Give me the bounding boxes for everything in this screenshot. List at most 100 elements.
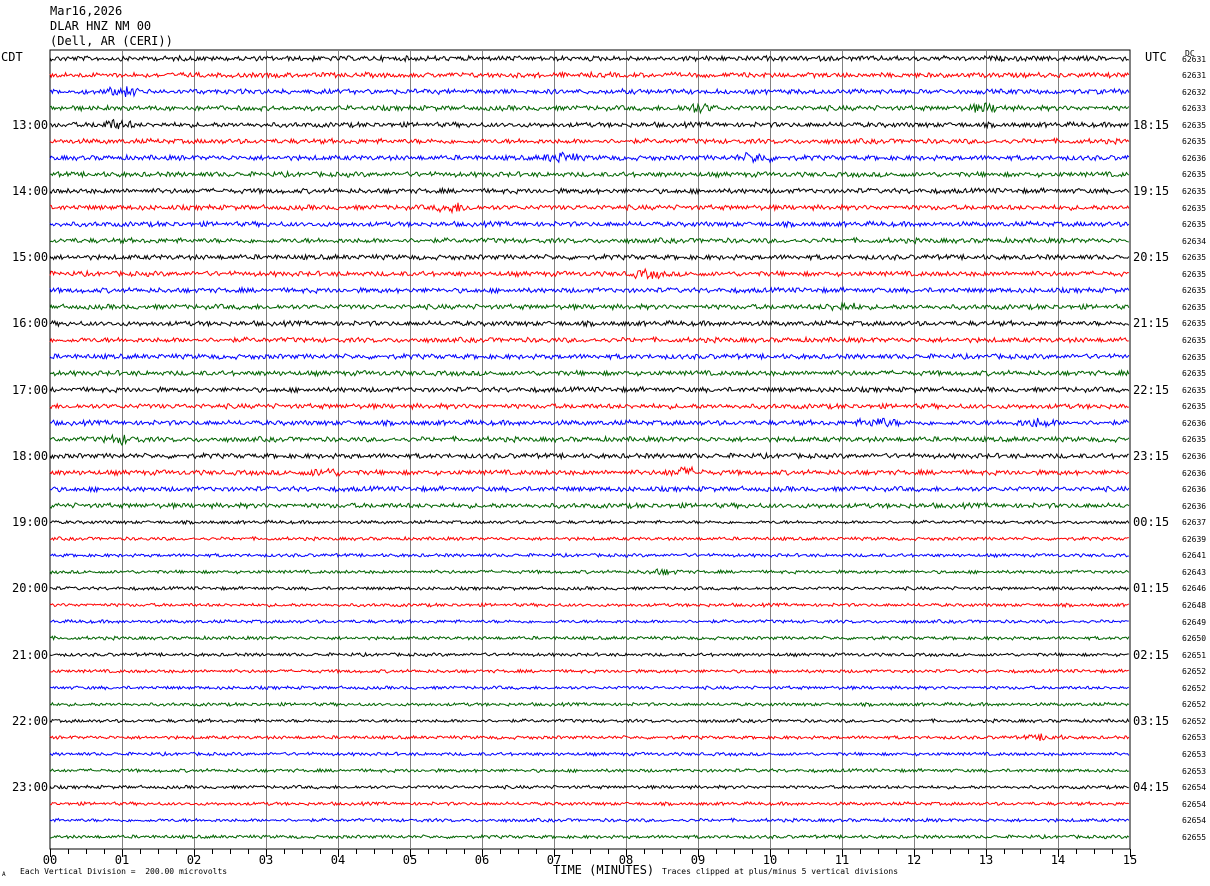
- x-tick-label: 08: [619, 853, 633, 867]
- dc-offset-label: 62650: [1182, 634, 1207, 644]
- dc-offset-label: 62635: [1182, 435, 1207, 445]
- seismic-trace: [49, 784, 1129, 791]
- seismic-trace: [50, 519, 1130, 526]
- dc-offset-label: 62651: [1182, 650, 1207, 660]
- seismic-trace: [49, 767, 1130, 774]
- seismic-trace: [49, 385, 1130, 394]
- left-hour-label: 13:00: [12, 117, 49, 132]
- seismic-trace: [49, 668, 1129, 675]
- dc-offset-label: 62635: [1182, 402, 1207, 412]
- corner-mark: A: [2, 871, 6, 878]
- seismic-trace: [49, 267, 1129, 280]
- x-tick-label: 07: [547, 853, 561, 867]
- right-hour-label: 22:15: [1133, 382, 1170, 397]
- dc-offset-label: 62635: [1182, 286, 1207, 296]
- seismic-trace: [49, 465, 1129, 478]
- dc-offset-label: 62635: [1182, 336, 1207, 346]
- left-hour-label: 17:00: [12, 382, 49, 397]
- seismic-trace: [49, 319, 1130, 329]
- seismic-traces: [49, 54, 1130, 840]
- left-hour-label: 21:00: [12, 647, 49, 662]
- dc-offset-label: 62634: [1182, 236, 1207, 246]
- dc-offset-label: 62653: [1182, 733, 1207, 743]
- right-hour-label: 19:15: [1133, 183, 1170, 198]
- seismic-trace: [49, 236, 1129, 245]
- scale-note: Each Vertical Division = 200.00 microvol…: [20, 867, 228, 876]
- x-tick-label: 12: [907, 853, 921, 867]
- dc-offset-label: 62652: [1182, 700, 1207, 710]
- seismic-trace: [49, 102, 1130, 115]
- x-tick-label: 02: [187, 853, 201, 867]
- seismic-trace: [49, 618, 1129, 625]
- dc-offset-label: 62635: [1182, 385, 1207, 395]
- left-hour-label: 18:00: [12, 448, 49, 463]
- seismic-trace: [49, 585, 1129, 592]
- header-date: Mar16,2026: [50, 4, 123, 18]
- seismic-trace: [49, 416, 1130, 429]
- dc-offset-label: 62635: [1182, 170, 1207, 180]
- dc-offset-label: 62635: [1182, 369, 1207, 379]
- dc-offset-label: 62654: [1182, 816, 1207, 826]
- seismic-trace: [49, 70, 1130, 80]
- seismic-trace: [49, 602, 1130, 609]
- seismic-trace: [49, 368, 1130, 378]
- dc-offset-label: 62635: [1182, 137, 1207, 147]
- seismic-trace: [49, 401, 1129, 411]
- seismic-trace: [49, 568, 1130, 577]
- header-station: DLAR HNZ NM 00: [50, 19, 152, 33]
- dc-offset-label: 62631: [1182, 71, 1207, 81]
- x-axis-title: TIME (MINUTES): [553, 863, 655, 877]
- seismic-trace: [49, 54, 1129, 64]
- seismic-trace: [49, 817, 1130, 824]
- seismic-trace: [49, 433, 1130, 447]
- seismic-trace: [49, 684, 1129, 691]
- dc-offset-label: 62641: [1182, 551, 1207, 561]
- dc-offset-label: 62633: [1182, 104, 1207, 114]
- left-hour-label: 15:00: [12, 250, 49, 265]
- seismic-trace: [49, 137, 1130, 146]
- left-hour-label: 22:00: [12, 713, 49, 728]
- seismic-trace: [49, 733, 1130, 741]
- seismic-trace: [49, 717, 1130, 724]
- seismic-trace: [49, 701, 1130, 708]
- dc-header: DC: [1185, 49, 1195, 58]
- right-hour-label: 03:15: [1133, 713, 1170, 728]
- dc-offset-label: 62635: [1182, 352, 1207, 362]
- x-axis: 00 01 02 03 04 05 06 07 08 09 10 11 12 13 14 15: [43, 849, 1137, 867]
- dc-offset-label: 62631: [1182, 54, 1207, 64]
- seismic-trace: [49, 335, 1129, 344]
- dc-offset-label: 62639: [1182, 534, 1207, 544]
- dc-offset-label: 62635: [1182, 220, 1207, 230]
- seismic-trace: [49, 285, 1130, 295]
- x-tick-label: 00: [43, 853, 57, 867]
- left-hour-label: 20:00: [12, 581, 49, 596]
- seismic-trace: [49, 535, 1129, 542]
- x-tick-label: 11: [835, 853, 849, 867]
- seismic-trace: [49, 484, 1130, 494]
- seismic-trace: [49, 651, 1129, 658]
- seismic-trace: [49, 800, 1129, 807]
- right-hour-label: 01:15: [1133, 581, 1170, 596]
- dc-offset-label: 62652: [1182, 716, 1207, 726]
- seismic-trace: [49, 750, 1130, 757]
- seismic-trace: [49, 202, 1130, 215]
- seismic-trace: [49, 252, 1130, 262]
- right-hour-label: 20:15: [1133, 250, 1170, 265]
- dc-offset-label: 62646: [1182, 584, 1207, 594]
- seismic-trace: [49, 151, 1130, 164]
- seismic-trace: [49, 451, 1129, 461]
- right-hour-label: 21:15: [1133, 316, 1170, 331]
- x-tick-label: 09: [691, 853, 705, 867]
- dc-offset-label: 62635: [1182, 319, 1207, 329]
- x-tick-label: 10: [763, 853, 777, 867]
- dc-offset-label: 62635: [1182, 302, 1207, 312]
- dc-offset-label: 62635: [1182, 269, 1207, 279]
- clip-note: Traces clipped at plus/minus 5 vertical …: [662, 867, 899, 876]
- dc-offset-label: 62635: [1182, 253, 1207, 263]
- dc-offset-label: 62636: [1182, 501, 1207, 511]
- plot-frame: [49, 49, 1131, 850]
- left-hour-label: 19:00: [12, 515, 49, 530]
- dc-offset-label: 62655: [1182, 832, 1207, 842]
- seismic-trace: [49, 301, 1130, 312]
